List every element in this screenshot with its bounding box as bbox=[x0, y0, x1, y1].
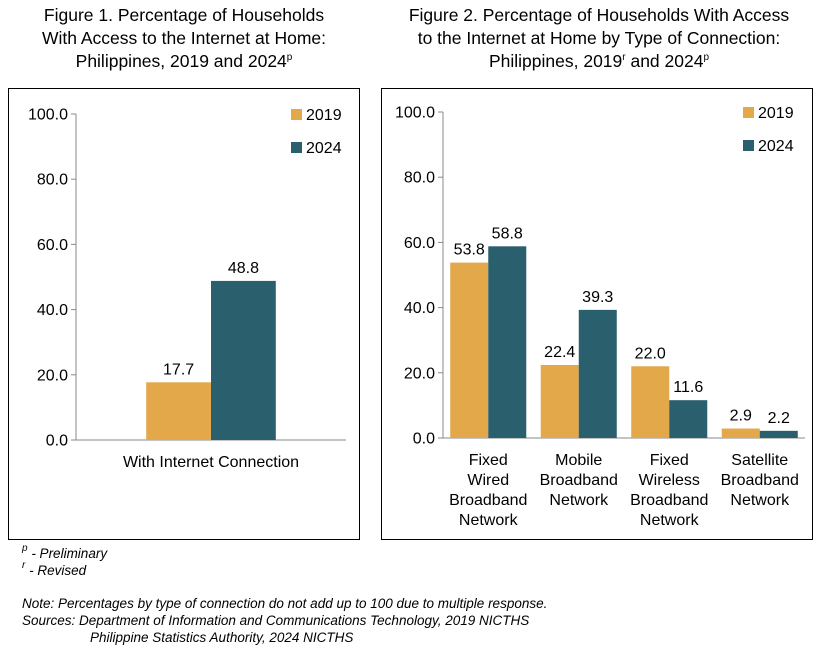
legend-label: 2024 bbox=[758, 138, 794, 155]
legend-label: 2019 bbox=[758, 105, 794, 122]
figure1-title-line: Figure 1. Percentage of Households bbox=[43, 5, 325, 25]
sources-line: Philippine Statistics Authority, 2024 NI… bbox=[90, 630, 354, 645]
bar-2019 bbox=[146, 382, 211, 440]
y-tick-label: 60.0 bbox=[404, 235, 435, 252]
category-label: Fixed bbox=[469, 452, 508, 469]
figure1-title-line: Philippines, 2019 and 2024p bbox=[0, 50, 368, 73]
category-label: Broadband bbox=[630, 492, 708, 509]
data-label: 53.8 bbox=[454, 242, 485, 259]
footnotes: p - Preliminary r - Revised Note: Percen… bbox=[22, 543, 548, 646]
data-label: 22.0 bbox=[635, 345, 666, 362]
figure2-title-sup: r bbox=[622, 52, 626, 63]
y-tick-label: 80.0 bbox=[37, 172, 68, 189]
category-label: With Internet Connection bbox=[123, 454, 299, 471]
y-tick-label: 80.0 bbox=[404, 170, 435, 187]
y-tick-label: 20.0 bbox=[37, 367, 68, 384]
legend-label: 2019 bbox=[306, 107, 342, 124]
y-tick-label: 0.0 bbox=[46, 433, 68, 450]
category-label: Broadband bbox=[721, 472, 799, 489]
legend-swatch bbox=[291, 109, 302, 120]
bar-2019 bbox=[631, 366, 670, 438]
data-label: 22.4 bbox=[544, 344, 575, 361]
y-tick-label: 40.0 bbox=[37, 302, 68, 319]
figure1-title-line: With Access to the Internet at Home: bbox=[41, 28, 327, 48]
category-label: Network bbox=[459, 512, 519, 529]
category-label: Satellite bbox=[731, 452, 788, 469]
preliminary-text: - Preliminary bbox=[27, 546, 108, 561]
data-label: 2.2 bbox=[768, 410, 790, 427]
category-label: Fixed bbox=[650, 452, 689, 469]
legend-swatch bbox=[291, 142, 302, 153]
y-tick-label: 100.0 bbox=[395, 105, 435, 122]
figure1-title-sup: p bbox=[286, 52, 293, 63]
revised-sup: r bbox=[22, 560, 26, 571]
bar-2019 bbox=[721, 428, 760, 438]
category-label: Mobile bbox=[555, 452, 602, 469]
figure2-chart: 0.0 20.0 40.0 60.0 80.0 100.0 53.8 58.8 Fixed Wir… bbox=[381, 88, 813, 540]
data-label: 39.3 bbox=[582, 289, 613, 306]
y-tick-label: 100.0 bbox=[28, 107, 68, 124]
bar-2024 bbox=[211, 280, 276, 440]
bar-2019 bbox=[450, 262, 489, 438]
legend-label: 2024 bbox=[306, 140, 342, 157]
bar-2024 bbox=[488, 246, 527, 438]
category-label: Network bbox=[730, 492, 790, 509]
legend-swatch bbox=[743, 140, 754, 151]
category-label: Broadband bbox=[449, 492, 527, 509]
figure1-title-text: Philippines, 2019 and 2024 bbox=[75, 51, 287, 71]
data-label: 17.7 bbox=[163, 361, 194, 378]
category-label: Broadband bbox=[540, 472, 618, 489]
bar-2024 bbox=[578, 309, 617, 438]
chart-border bbox=[8, 88, 360, 540]
preliminary-note: p - Preliminary bbox=[22, 543, 547, 562]
figure2-title-line: to the Internet at Home by Type of Conne… bbox=[417, 28, 781, 48]
figure1-chart: 0.0 20.0 40.0 60.0 80.0 100.0 17.7 48.8 With Int… bbox=[8, 88, 360, 540]
category-label: Wired bbox=[467, 472, 509, 489]
data-label: 2.9 bbox=[730, 408, 752, 425]
figure1-title: Figure 1. Percentage of Households With … bbox=[0, 4, 368, 73]
y-tick-label: 40.0 bbox=[404, 300, 435, 317]
category-label: Wireless bbox=[639, 472, 700, 489]
figure2-title-line: Figure 2. Percentage of Households With … bbox=[408, 5, 790, 25]
revised-note: r - Revised bbox=[22, 560, 547, 579]
figure2-title-text: Philippines, 2019 bbox=[488, 51, 623, 71]
y-tick-label: 20.0 bbox=[404, 365, 435, 382]
legend-swatch bbox=[743, 107, 754, 118]
data-label: 58.8 bbox=[492, 225, 523, 242]
figure2-title-line: Philippines, 2019r and 2024p bbox=[378, 50, 820, 73]
bar-2024 bbox=[759, 430, 798, 438]
data-label: 48.8 bbox=[228, 260, 259, 277]
y-tick-label: 60.0 bbox=[37, 237, 68, 254]
figure2-title-sup: p bbox=[703, 52, 710, 63]
figure2-title: Figure 2. Percentage of Households With … bbox=[378, 4, 820, 73]
revised-text: - Revised bbox=[25, 563, 87, 578]
category-label: Network bbox=[549, 492, 609, 509]
data-label: 11.6 bbox=[673, 379, 703, 396]
category-label: Network bbox=[640, 512, 700, 529]
preliminary-sup: p bbox=[22, 543, 28, 554]
y-tick-label: 0.0 bbox=[413, 431, 435, 448]
bar-2024 bbox=[669, 400, 708, 438]
figure2-title-text: and 2024 bbox=[625, 51, 704, 71]
sources-line: Sources: Department of Information and C… bbox=[22, 613, 530, 628]
multiple-response-note: Note: Percentages by type of connection … bbox=[22, 596, 548, 611]
bar-2019 bbox=[540, 364, 579, 438]
